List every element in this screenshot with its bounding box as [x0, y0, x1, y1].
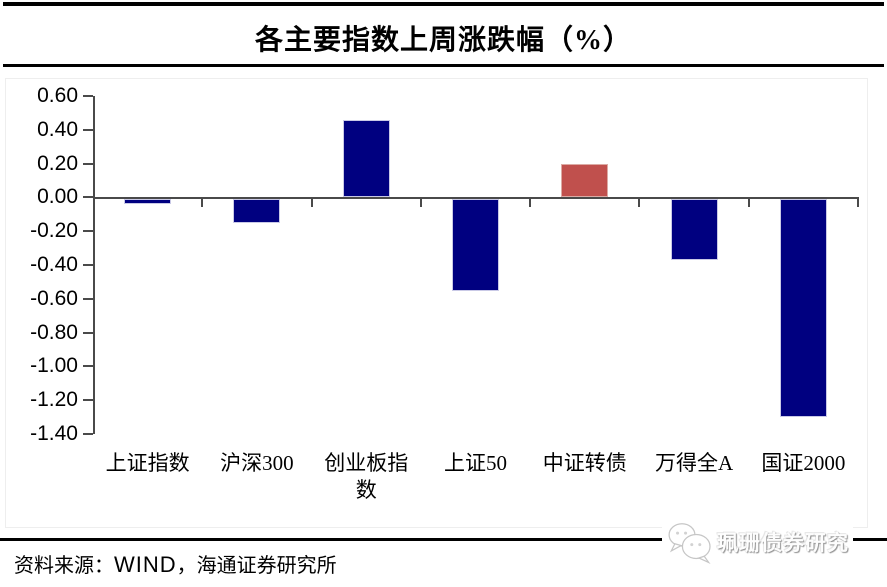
y-tick-label: -1.00 — [30, 354, 78, 378]
bar-上证指数 — [124, 199, 172, 205]
top-border-line — [3, 2, 884, 6]
y-tick-mark — [83, 399, 93, 402]
x-label: 沪深300 — [220, 451, 294, 475]
y-tick-mark — [83, 162, 93, 165]
x-label: 上证指数 — [105, 451, 190, 475]
bar-国证2000 — [779, 199, 827, 418]
y-tick-mark — [83, 95, 93, 97]
y-tick-mark — [83, 230, 93, 233]
bar-沪深300 — [233, 199, 281, 224]
source-wind: WIND — [114, 552, 177, 577]
bar-创业板指数 — [342, 119, 390, 198]
wechat-icon — [666, 520, 714, 564]
x-label-slot: 中证转债 — [530, 450, 639, 477]
y-tick-label: 0.00 — [37, 185, 78, 209]
source-note: 资料来源：WIND，海通证券研究所 — [14, 549, 337, 578]
title-underline — [3, 64, 884, 67]
x-tick-mark — [529, 197, 532, 208]
bar-中证转债 — [561, 163, 609, 198]
y-tick-mark — [83, 128, 93, 131]
x-tick-mark — [201, 197, 204, 208]
source-prefix: 资料来源： — [14, 555, 114, 577]
y-tick-label: -0.40 — [30, 253, 78, 276]
y-tick-label: -0.20 — [30, 219, 78, 243]
bar-万得全A — [670, 199, 718, 261]
watermark: 珮珊债券研究 — [662, 515, 853, 569]
y-tick-label: -0.80 — [30, 320, 78, 344]
y-tick-mark — [83, 365, 93, 368]
x-tick-mark — [419, 197, 422, 208]
y-tick-mark — [83, 264, 93, 266]
x-label-slot: 国证2000 — [749, 450, 858, 477]
y-tick-mark — [83, 331, 93, 334]
x-label-slot: 万得全A — [639, 450, 748, 477]
x-label: 上证50 — [443, 451, 507, 475]
x-label-slot: 上证指数 — [93, 450, 202, 477]
x-label: 万得全A — [654, 451, 734, 475]
bar-上证50 — [452, 199, 499, 291]
zero-baseline — [93, 197, 858, 200]
x-label-slot: 上证50 — [421, 450, 530, 477]
y-tick-mark — [83, 196, 93, 199]
y-tick-label: -1.20 — [30, 388, 78, 412]
plot-area-frame — [5, 78, 868, 528]
bar-chart: 0.60 0.40 0.20 0.00 -0.20 -0.40 -0.60 -0.80 -1.0… — [0, 78, 887, 528]
x-label: 国证2000 — [761, 451, 846, 475]
x-label-slot: 创业板指数 — [312, 450, 421, 504]
y-tick-mark — [83, 433, 93, 435]
y-tick-label: -1.40 — [30, 422, 78, 445]
x-label: 中证转债 — [542, 451, 627, 475]
watermark-text: 珮珊债券研究 — [717, 532, 849, 555]
x-tick-mark — [857, 197, 859, 208]
x-tick-mark — [638, 197, 641, 208]
y-axis-line — [93, 96, 95, 434]
x-tick-mark — [747, 197, 750, 208]
source-suffix: ，海通证券研究所 — [176, 555, 337, 577]
x-label-slot: 沪深300 — [202, 450, 311, 477]
chart-title: 各主要指数上周涨跌幅（%） — [254, 25, 632, 56]
y-tick-label: 0.60 — [37, 84, 78, 107]
y-tick-label: 0.40 — [37, 117, 78, 141]
x-label: 创业板指数 — [324, 451, 409, 502]
y-tick-label: 0.20 — [37, 151, 78, 175]
x-tick-mark — [310, 197, 313, 208]
footer-line — [0, 538, 887, 541]
y-tick-mark — [83, 297, 93, 300]
y-tick-label: -0.60 — [30, 286, 78, 310]
